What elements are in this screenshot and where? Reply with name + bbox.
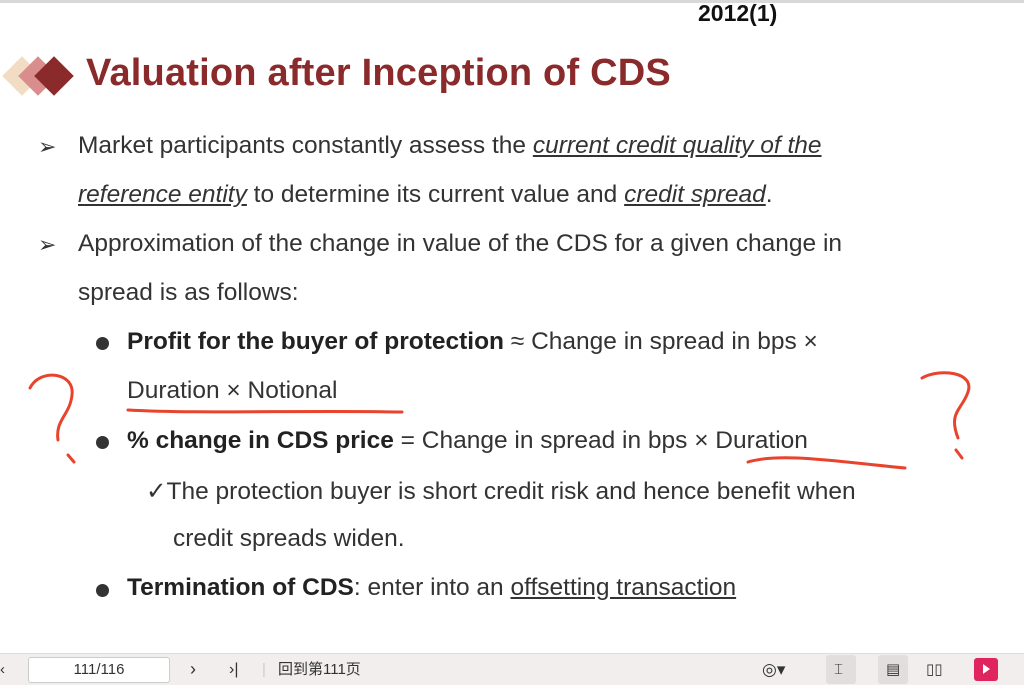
question-mark-right xyxy=(920,371,971,440)
underlined-term: current credit quality of the xyxy=(532,132,822,159)
skip-last-icon[interactable]: ›| xyxy=(229,661,239,678)
sub-bullet-1-line-1: Profit for the buyer of protection ≈ Cha… xyxy=(127,328,818,356)
underlined-term: offsetting transaction xyxy=(510,574,737,601)
underlined-term: reference entity xyxy=(78,181,247,208)
bullet-2-line-2: spread is as follows: xyxy=(78,279,299,306)
sub-bullet-3: Termination of CDS: enter into an offset… xyxy=(127,574,736,602)
bullet-1-line-1: Market participants constantly assess th… xyxy=(78,132,822,160)
chevron-right-icon[interactable]: › xyxy=(190,659,196,679)
top-border xyxy=(0,0,1024,3)
bold-term: Profit for the buyer of protection xyxy=(127,328,505,355)
year-label: 2012(1) xyxy=(698,0,778,26)
check-line-2: credit spreads widen. xyxy=(173,525,405,552)
sub-bullet-1-line-2: Duration × Notional xyxy=(127,377,338,404)
bold-term: Termination of CDS xyxy=(127,574,354,601)
question-mark-left xyxy=(28,373,74,442)
fit-height-button[interactable]: ⌶ xyxy=(826,655,856,684)
text: = Change in spread in bps × Duration xyxy=(393,427,808,454)
dot-bullet-icon xyxy=(96,584,109,597)
arrow-bullet-icon: ➢ xyxy=(38,134,57,159)
reader-toolbar: ‹ 111/116 › ›| | 回到第111页 ◎▾ ⌶ ▤ ▯▯ xyxy=(0,653,1024,685)
page-number-input[interactable]: 111/116 xyxy=(28,657,170,683)
text: : enter into an xyxy=(353,574,511,601)
arrow-bullet-icon: ➢ xyxy=(38,232,57,257)
chevron-left-icon[interactable]: ‹ xyxy=(0,661,5,678)
check-line-1: ✓The protection buyer is short credit ri… xyxy=(146,478,856,505)
divider: | xyxy=(262,661,266,678)
goto-page-link[interactable]: 回到第111页 xyxy=(278,661,361,678)
text: . xyxy=(765,181,773,208)
single-page-icon: ▤ xyxy=(886,661,901,678)
text: Market participants constantly assess th… xyxy=(78,132,533,159)
two-page-icon[interactable]: ▯▯ xyxy=(926,661,943,678)
single-page-button[interactable]: ▤ xyxy=(878,655,908,684)
dot-bullet-icon xyxy=(96,436,109,449)
question-mark-left-dot xyxy=(66,453,76,464)
slide-title: Valuation after Inception of CDS xyxy=(86,52,671,94)
dot-bullet-icon xyxy=(96,337,109,350)
bullet-2-line-1: Approximation of the change in value of … xyxy=(78,230,843,257)
text: ≈ Change in spread in bps × xyxy=(504,328,818,355)
sub-bullet-2: % change in CDS price = Change in spread… xyxy=(127,427,808,455)
eye-icon[interactable]: ◎▾ xyxy=(762,660,786,679)
bold-term: % change in CDS price xyxy=(127,427,394,454)
play-slideshow-button[interactable] xyxy=(974,658,998,681)
underlined-term: credit spread xyxy=(624,181,766,208)
text: to determine its current value and xyxy=(246,181,625,208)
underline-duration-notional xyxy=(126,408,404,414)
question-mark-right-dot xyxy=(954,448,964,460)
bullet-1-line-2: reference entity to determine its curren… xyxy=(78,181,773,209)
fit-height-icon: ⌶ xyxy=(834,661,844,678)
underline-duration xyxy=(746,456,907,470)
